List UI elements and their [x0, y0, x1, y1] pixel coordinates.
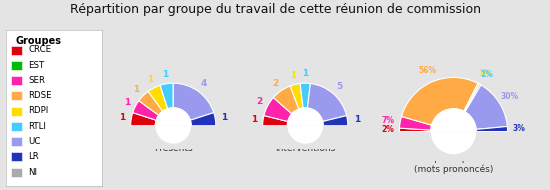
FancyBboxPatch shape [11, 61, 23, 70]
Text: 1: 1 [251, 115, 257, 124]
Text: RTLI: RTLI [29, 122, 46, 131]
FancyBboxPatch shape [11, 137, 23, 146]
Text: 1: 1 [162, 70, 168, 79]
Text: 5: 5 [337, 82, 343, 91]
Circle shape [431, 109, 476, 154]
FancyBboxPatch shape [11, 107, 23, 116]
Wedge shape [160, 83, 173, 109]
Wedge shape [402, 78, 478, 125]
Bar [237, 126, 373, 168]
Text: Temps de parole
(mots prononcés): Temps de parole (mots prononcés) [414, 154, 493, 174]
Text: 1: 1 [146, 75, 153, 84]
Text: 7%: 7% [382, 116, 395, 125]
Circle shape [155, 108, 191, 144]
Wedge shape [323, 116, 348, 126]
Wedge shape [464, 83, 480, 112]
Wedge shape [307, 84, 346, 122]
Text: 1: 1 [302, 69, 309, 78]
Wedge shape [290, 84, 303, 109]
Text: Répartition par groupe du travail de cette réunion de commission: Répartition par groupe du travail de cet… [69, 3, 481, 16]
Wedge shape [139, 91, 163, 115]
FancyBboxPatch shape [11, 152, 23, 161]
Wedge shape [465, 85, 507, 129]
Text: EST: EST [29, 61, 45, 70]
Text: RDPI: RDPI [29, 106, 49, 116]
Wedge shape [173, 83, 214, 120]
FancyBboxPatch shape [11, 91, 23, 100]
Bar [105, 126, 241, 168]
Wedge shape [287, 126, 323, 144]
Text: Groupes: Groupes [15, 36, 61, 46]
Text: UC: UC [29, 137, 41, 146]
Text: 4: 4 [201, 79, 207, 88]
FancyBboxPatch shape [11, 122, 23, 131]
Text: 1: 1 [290, 71, 296, 80]
Text: RDSE: RDSE [29, 91, 52, 100]
Text: 1: 1 [124, 98, 130, 107]
Text: SER: SER [29, 76, 46, 85]
Text: 30%: 30% [500, 92, 518, 101]
Wedge shape [273, 86, 299, 114]
Text: 2%: 2% [381, 125, 394, 134]
Wedge shape [190, 113, 216, 126]
Text: 1: 1 [134, 85, 140, 93]
Text: NI: NI [29, 168, 37, 177]
FancyBboxPatch shape [11, 46, 23, 55]
Wedge shape [464, 84, 481, 112]
Text: LR: LR [29, 152, 40, 161]
Wedge shape [399, 128, 431, 131]
Wedge shape [155, 126, 191, 144]
Text: 1%: 1% [478, 69, 491, 78]
Text: 1: 1 [222, 113, 228, 122]
Text: 1: 1 [119, 113, 125, 122]
Text: 1: 1 [354, 115, 360, 124]
Wedge shape [300, 83, 310, 108]
Circle shape [287, 108, 323, 144]
Wedge shape [263, 116, 288, 126]
Wedge shape [264, 97, 292, 122]
Text: 1%: 1% [480, 70, 493, 79]
Text: 56%: 56% [418, 66, 436, 75]
Wedge shape [131, 113, 156, 126]
Wedge shape [148, 85, 168, 111]
Wedge shape [476, 127, 508, 131]
Text: 3%: 3% [513, 124, 526, 133]
FancyBboxPatch shape [11, 76, 23, 85]
Wedge shape [431, 131, 476, 154]
Text: Présents: Présents [154, 144, 192, 153]
FancyBboxPatch shape [11, 168, 23, 177]
Text: 2: 2 [273, 78, 279, 88]
Text: Interventions: Interventions [275, 144, 336, 153]
Text: 2: 2 [256, 97, 262, 106]
Bar [367, 131, 540, 186]
Text: CRCE: CRCE [29, 45, 52, 54]
Wedge shape [133, 101, 159, 120]
Wedge shape [399, 116, 432, 130]
